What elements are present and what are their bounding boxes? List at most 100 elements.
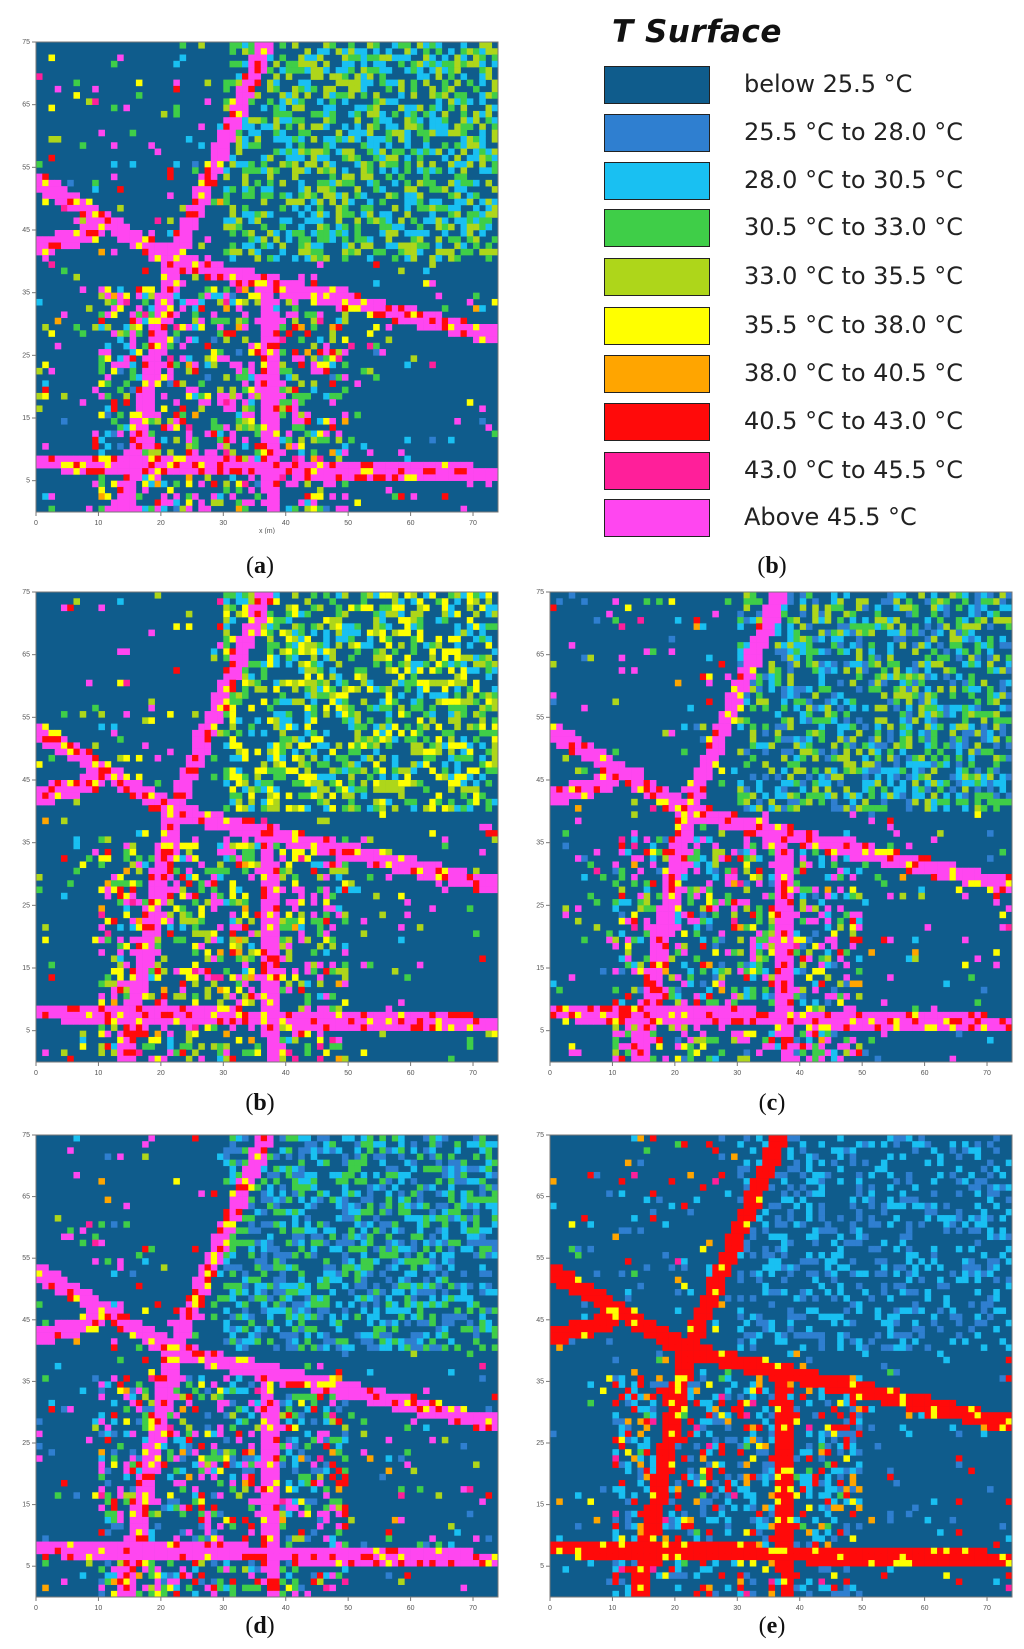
- heatmap-cell: [354, 248, 361, 256]
- heatmap-cell: [110, 311, 118, 319]
- heatmap-cell: [148, 399, 155, 406]
- heatmap-cell: [217, 729, 224, 737]
- heatmap-cell: [260, 192, 268, 199]
- heatmap-cell: [460, 667, 468, 674]
- heatmap-cell: [254, 867, 262, 875]
- heatmap-cell: [185, 623, 193, 630]
- heatmap-cell: [429, 123, 436, 131]
- heatmap-cell: [335, 1043, 343, 1050]
- heatmap-cell: [379, 136, 386, 143]
- heatmap-cell: [379, 848, 386, 856]
- heatmap-cell: [329, 330, 336, 337]
- heatmap-cell: [410, 642, 418, 649]
- heatmap-cell: [329, 173, 336, 181]
- heatmap-cell: [335, 129, 343, 137]
- heatmap-cell: [354, 886, 361, 894]
- heatmap-cell: [460, 167, 468, 174]
- heatmap-cell: [173, 248, 180, 256]
- heatmap-cell: [291, 899, 299, 906]
- heatmap-cell: [479, 154, 486, 162]
- heatmap-cell: [235, 92, 243, 99]
- heatmap-cell: [248, 48, 255, 55]
- heatmap-cell: [366, 474, 374, 481]
- heatmap-cell: [98, 217, 105, 225]
- heatmap-cell: [179, 1043, 187, 1050]
- heatmap-cell: [67, 792, 74, 800]
- heatmap-cell: [360, 917, 368, 925]
- heatmap-cell: [404, 855, 411, 862]
- heatmap-cell: [48, 786, 56, 793]
- heatmap-cell: [298, 1011, 305, 1019]
- heatmap-cell: [304, 461, 311, 469]
- heatmap-cell: [104, 411, 112, 419]
- heatmap-cell: [148, 974, 155, 981]
- heatmap-cell: [379, 698, 386, 706]
- heatmap-cell: [316, 167, 324, 174]
- heatmap-cell: [448, 610, 455, 618]
- heatmap-cell: [273, 698, 280, 706]
- heatmap-cell: [273, 679, 280, 687]
- heatmap-cell: [142, 792, 149, 800]
- heatmap-cell: [441, 248, 449, 256]
- heatmap-cell: [423, 324, 430, 331]
- heatmap-cell: [273, 273, 280, 281]
- heatmap-cell: [454, 418, 461, 425]
- heatmap-cell: [379, 117, 386, 124]
- heatmap-cell: [329, 230, 336, 237]
- heatmap-cell: [48, 505, 56, 513]
- heatmap-cell: [316, 223, 324, 231]
- heatmap-cell: [260, 392, 268, 400]
- heatmap-cell: [843, 660, 850, 668]
- heatmap-cell: [223, 104, 230, 112]
- heatmap-cell: [404, 230, 411, 237]
- heatmap-cell: [379, 780, 386, 787]
- heatmap-cell: [812, 598, 819, 605]
- heatmap-cell: [129, 999, 137, 1006]
- heatmap-cell: [466, 1036, 474, 1044]
- heatmap-cell: [618, 667, 626, 674]
- heatmap-cell: [167, 355, 174, 362]
- heatmap-cell: [341, 867, 349, 875]
- heatmap-cell: [304, 499, 311, 507]
- heatmap-cell: [223, 424, 230, 431]
- heatmap-cell: [242, 242, 249, 250]
- heatmap-cell: [260, 698, 268, 706]
- heatmap-cell: [267, 836, 274, 843]
- heatmap-cell: [429, 280, 436, 287]
- heatmap-cell: [279, 242, 287, 250]
- heatmap-cell: [291, 474, 299, 481]
- heatmap-cell: [373, 48, 380, 55]
- heatmap-cell: [217, 955, 224, 963]
- heatmap-cell: [267, 968, 274, 975]
- heatmap-cell: [242, 411, 249, 419]
- heatmap-cell: [98, 436, 105, 444]
- heatmap-cell: [491, 686, 499, 693]
- heatmap-frame: [35, 41, 499, 513]
- heatmap-cell: [429, 874, 436, 881]
- heatmap-cell: [154, 1055, 162, 1063]
- heatmap-cell: [192, 386, 199, 394]
- heatmap-cell: [466, 217, 474, 225]
- heatmap-cell: [204, 742, 212, 749]
- heatmap-cell: [279, 248, 287, 256]
- heatmap-cell: [167, 418, 174, 425]
- heatmap-cell: [323, 1018, 330, 1025]
- heatmap-cell: [223, 648, 230, 655]
- heatmap-cell: [391, 123, 399, 131]
- heatmap-cell: [167, 342, 174, 350]
- heatmap-cell: [248, 629, 255, 637]
- heatmap-cell: [60, 418, 68, 425]
- heatmap-cell: [267, 292, 274, 300]
- heatmap-cell: [98, 474, 105, 481]
- heatmap-cell: [491, 167, 499, 174]
- heatmap-cell: [185, 786, 193, 793]
- heatmap-cell: [79, 761, 87, 768]
- heatmap-cell: [423, 1011, 430, 1019]
- heatmap-cell: [329, 698, 336, 706]
- heatmap-cell: [304, 286, 311, 293]
- heatmap-cell: [410, 667, 418, 674]
- heatmap-cell: [129, 861, 137, 869]
- heatmap-cell: [416, 230, 424, 237]
- heatmap-cell: [260, 942, 268, 950]
- heatmap-cell: [67, 742, 74, 749]
